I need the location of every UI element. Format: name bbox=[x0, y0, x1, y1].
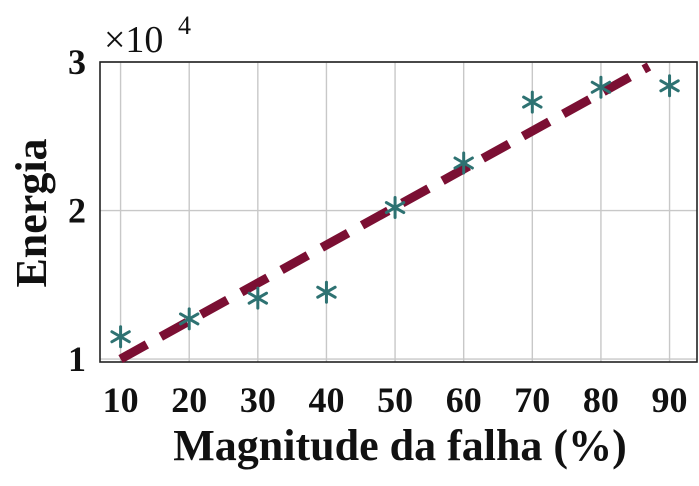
y-multiplier-base: ×10 bbox=[104, 19, 163, 61]
data-point bbox=[590, 75, 612, 99]
x-tick-label: 50 bbox=[377, 380, 413, 420]
x-tick-label: 20 bbox=[171, 380, 207, 420]
data-point bbox=[453, 151, 474, 175]
x-tick-label: 10 bbox=[103, 380, 139, 420]
y-tick-label: 3 bbox=[68, 42, 86, 82]
plot-frame bbox=[99, 61, 698, 363]
y-tick-label: 2 bbox=[68, 191, 86, 231]
y-multiplier-exponent: 4 bbox=[178, 11, 191, 40]
data-point bbox=[384, 196, 406, 220]
fit-line-segment bbox=[118, 62, 652, 363]
x-tick-label: 60 bbox=[446, 380, 482, 420]
data-point bbox=[179, 307, 200, 331]
x-tick-labels: 10 20 30 40 50 60 70 80 90 bbox=[103, 380, 688, 420]
data-point bbox=[247, 286, 269, 310]
y-tick-label: 1 bbox=[68, 339, 86, 379]
x-tick-label: 70 bbox=[514, 380, 550, 420]
y-tick-labels: 1 2 3 bbox=[68, 42, 86, 379]
data-point bbox=[659, 74, 680, 98]
data-point bbox=[316, 280, 337, 304]
data-markers bbox=[110, 74, 680, 349]
data-point bbox=[110, 325, 131, 349]
x-tick-label: 80 bbox=[583, 380, 619, 420]
x-tick-label: 30 bbox=[240, 380, 276, 420]
trend-line bbox=[118, 62, 652, 363]
data-point bbox=[522, 90, 543, 114]
x-tick-label: 40 bbox=[308, 380, 344, 420]
y-axis-label: Energia bbox=[7, 138, 56, 287]
x-tick-label: 90 bbox=[652, 380, 688, 420]
x-axis-label: Magnitude da falha (%) bbox=[173, 421, 626, 470]
